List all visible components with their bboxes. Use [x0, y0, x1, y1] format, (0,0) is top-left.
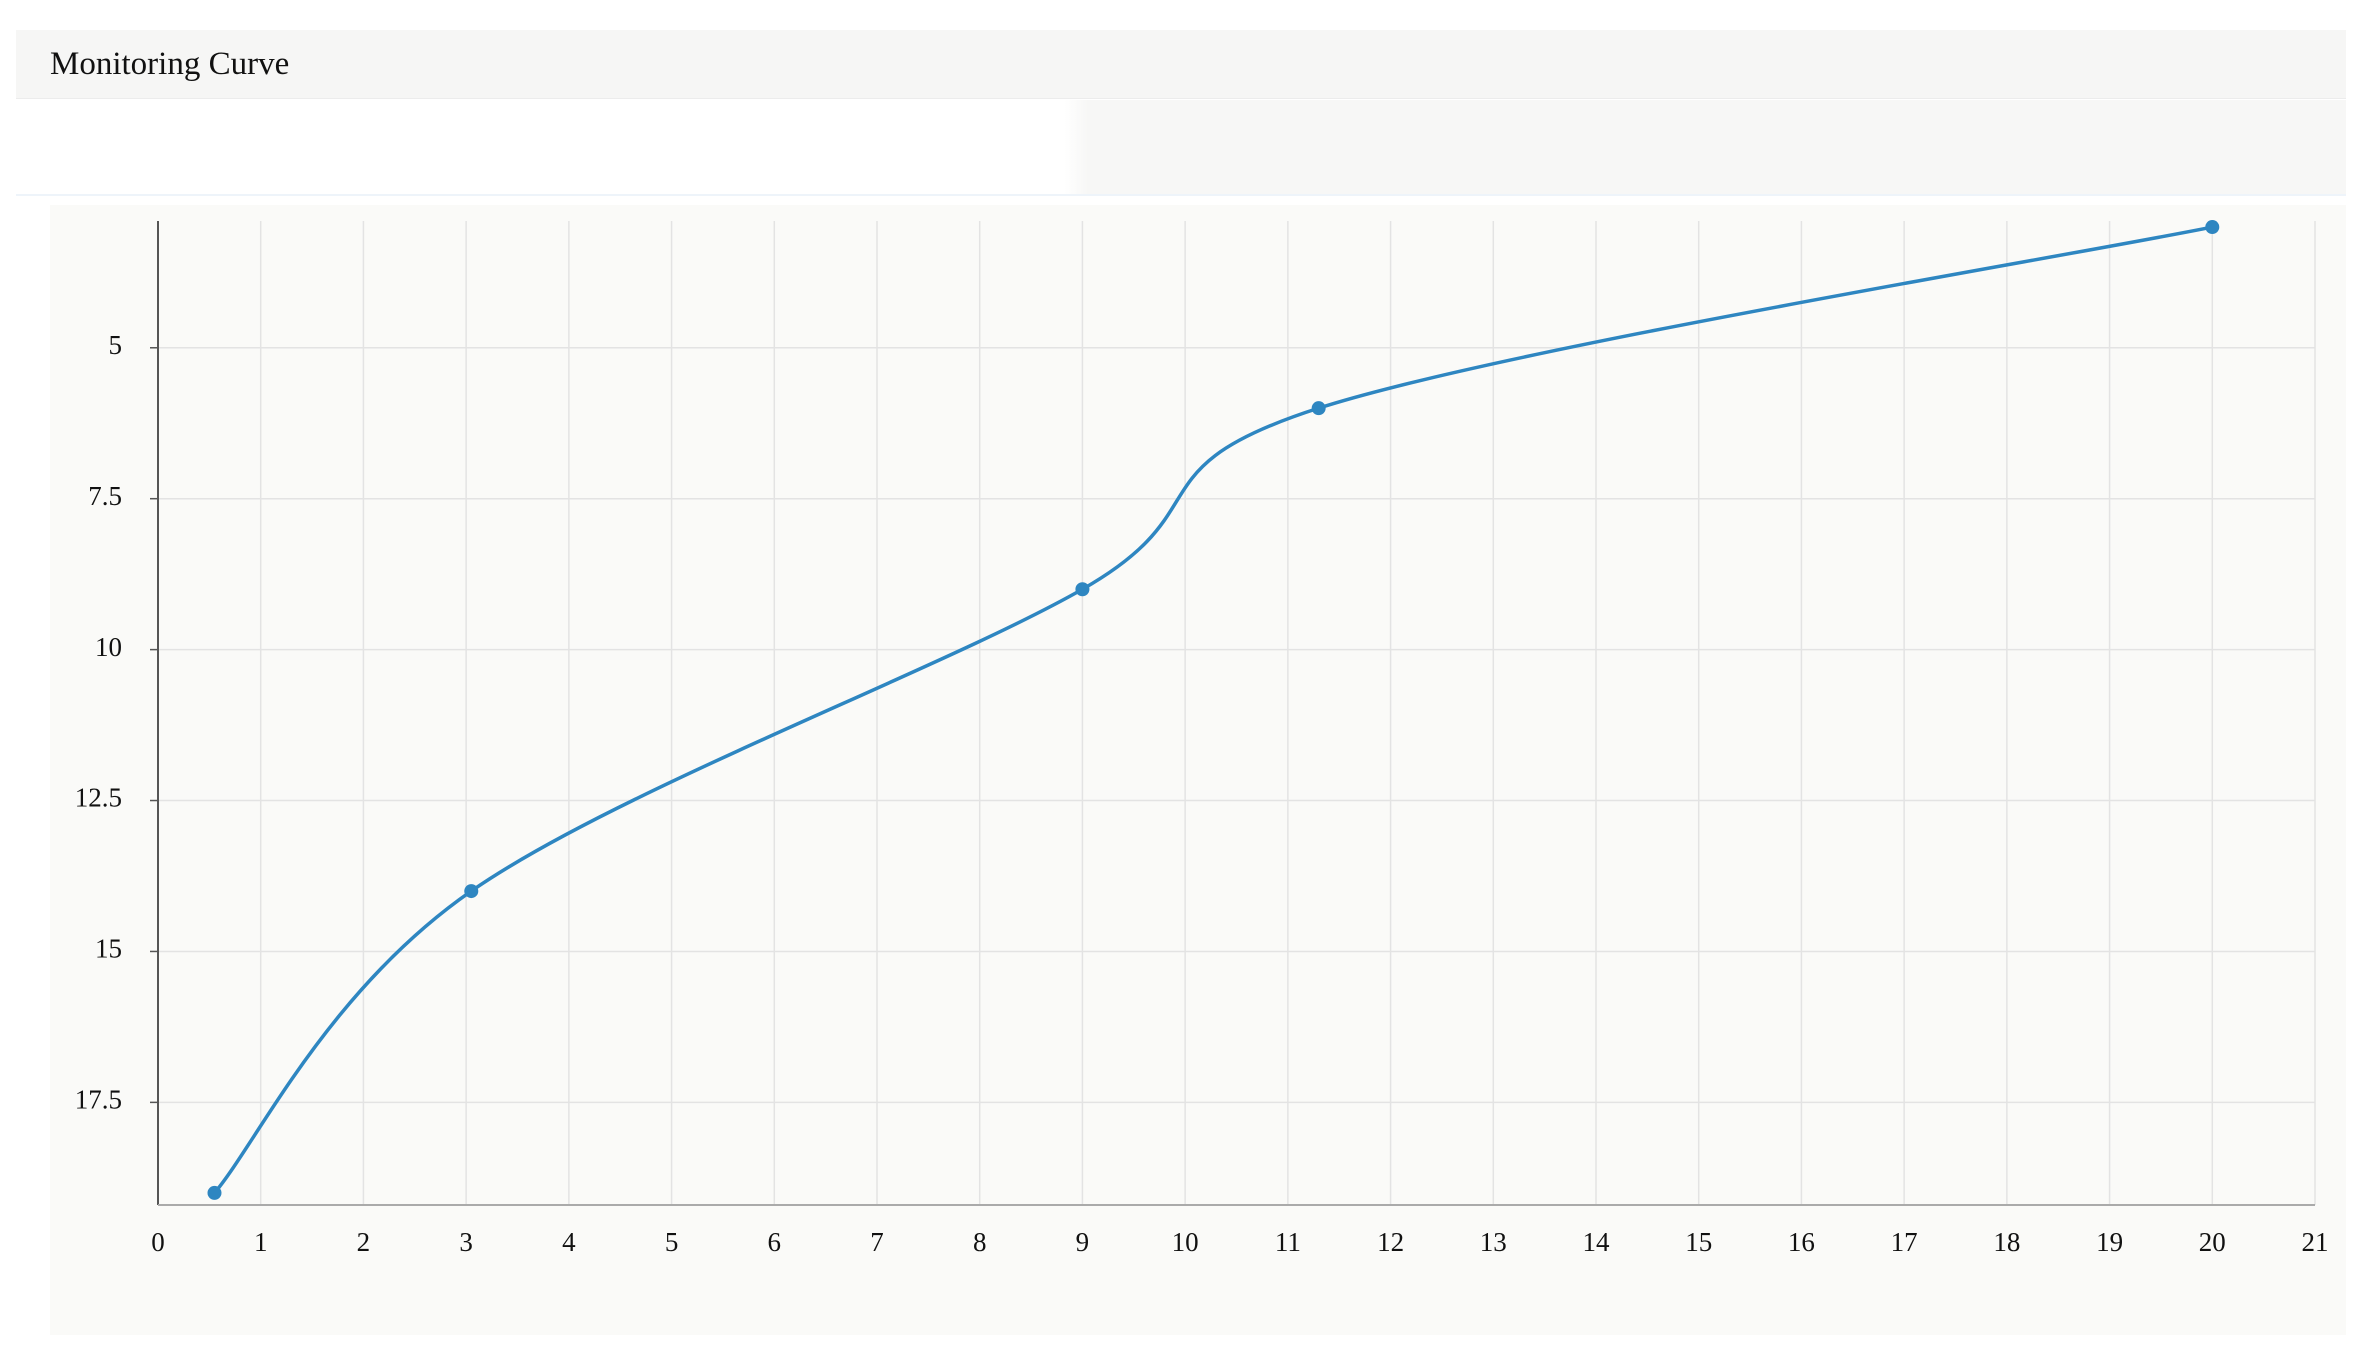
y-tick-label: 10	[95, 632, 122, 662]
x-tick-label: 14	[1583, 1227, 1611, 1257]
x-tick-label: 5	[665, 1227, 679, 1257]
point	[207, 1185, 222, 1200]
x-tick-label: 15	[1685, 1227, 1712, 1257]
x-tick-label: 20	[2199, 1227, 2226, 1257]
point	[464, 884, 479, 899]
y-tick-label: 15	[95, 934, 122, 964]
point	[2205, 220, 2220, 235]
x-tick-label: 4	[562, 1227, 576, 1257]
x-tick-label: 11	[1275, 1227, 1301, 1257]
x-tick-label: 10	[1172, 1227, 1199, 1257]
y-tick-label: 7.5	[88, 481, 122, 511]
line	[213, 225, 2213, 1195]
x-tick-label: 8	[973, 1227, 987, 1257]
x-tick-label: 6	[768, 1227, 782, 1257]
x-tick-label: 2	[357, 1227, 371, 1257]
toolbar-band	[16, 100, 2346, 196]
x-tick-label: 1	[254, 1227, 268, 1257]
x-tick-label: 0	[151, 1227, 165, 1257]
x-tick-label: 16	[1788, 1227, 1815, 1257]
x-tick-label: 3	[459, 1227, 473, 1257]
x-tick-label: 12	[1377, 1227, 1404, 1257]
header-bar: Monitoring Curve	[16, 30, 2346, 99]
chart-title: Monitoring Curve	[50, 46, 290, 82]
plot-background	[50, 205, 2346, 1335]
x-tick-label: 18	[1993, 1227, 2020, 1257]
y-tick-label: 17.5	[75, 1085, 122, 1115]
x-tick-label: 21	[2302, 1227, 2329, 1257]
point	[1311, 401, 1326, 416]
x-tick-label: 7	[870, 1227, 884, 1257]
y-tick-label: 5	[109, 330, 123, 360]
x-tick-label: 9	[1076, 1227, 1090, 1257]
x-tick-label: 19	[2096, 1227, 2123, 1257]
x-tick-label: 17	[1891, 1227, 1918, 1257]
x-tick-label: 13	[1480, 1227, 1507, 1257]
point	[1075, 582, 1090, 597]
y-tick-label: 12.5	[75, 783, 122, 813]
